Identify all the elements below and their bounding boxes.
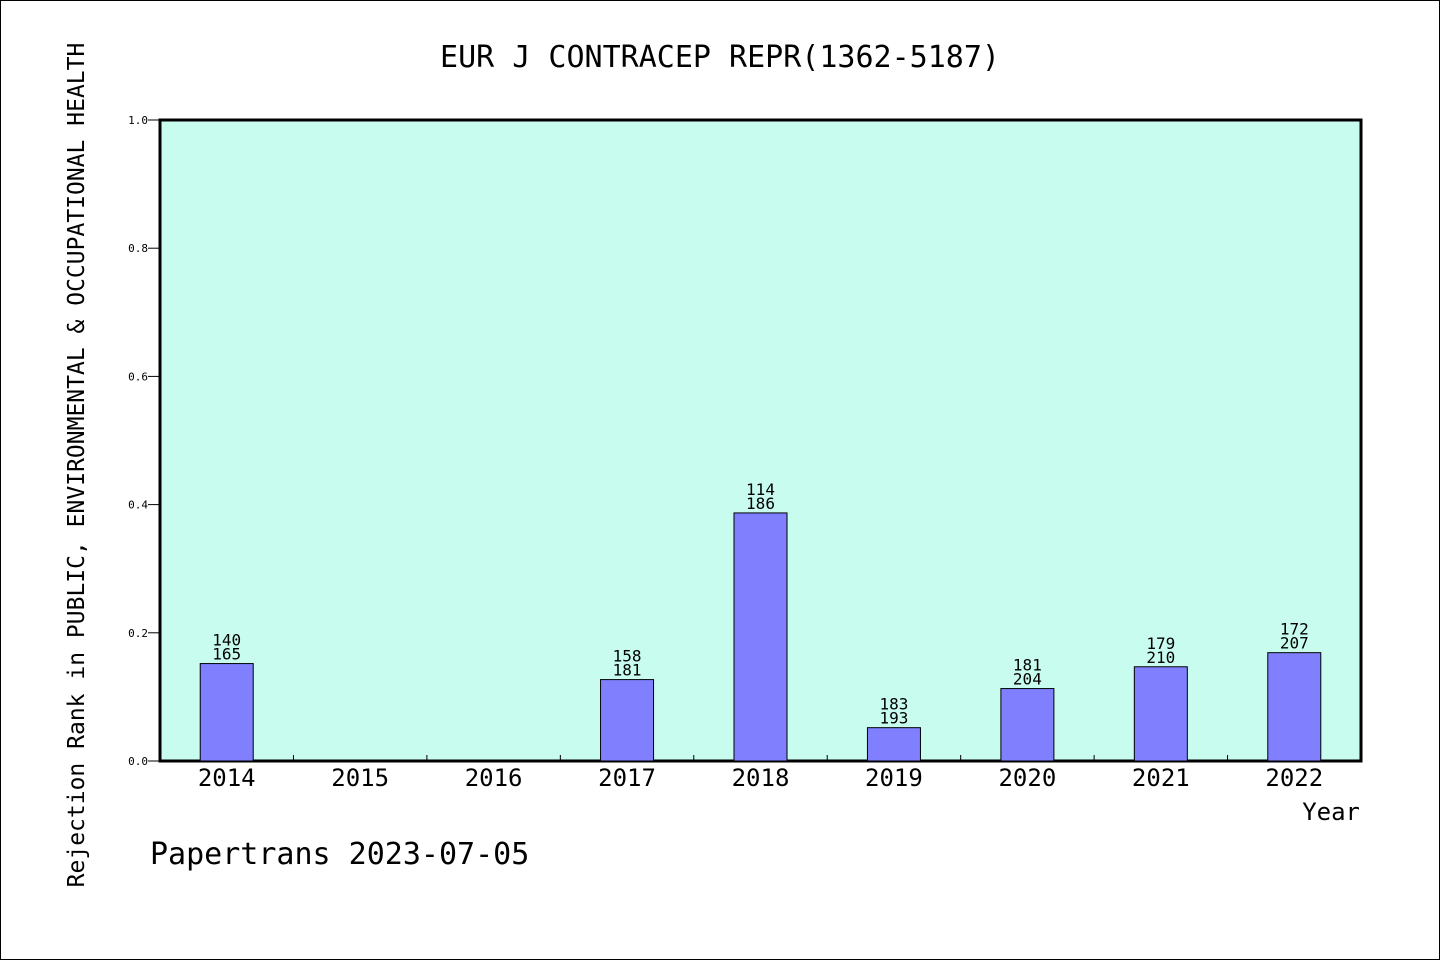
data-label-top: 114 [746, 480, 775, 499]
bar-2020 [1000, 688, 1055, 762]
y-tick-label: 0.4 [128, 499, 148, 512]
data-label-top: 183 [879, 695, 908, 714]
bar-2019 [866, 727, 921, 762]
y-tick-label: 0.0 [128, 755, 148, 768]
x-tick-label: 2015 [331, 764, 389, 792]
data-label-bottom: 186 [746, 494, 775, 513]
footer-credit: Papertrans 2023-07-05 [150, 837, 529, 872]
x-tick-label: 2018 [732, 764, 790, 792]
y-tick-label: 0.6 [128, 370, 148, 383]
bar-2018 [733, 512, 788, 762]
x-tick-label: 2021 [1132, 764, 1190, 792]
data-label-bottom: 165 [212, 645, 241, 664]
data-label-bottom: 181 [613, 661, 642, 680]
x-tick-label: 2017 [598, 764, 656, 792]
y-axis-label: Rejection Rank in PUBLIC, ENVIRONMENTAL … [64, 43, 90, 888]
x-tick-label: 2014 [198, 764, 256, 792]
x-tick-label: 2020 [998, 764, 1056, 792]
bar-2017 [600, 679, 655, 762]
y-axis: 0.0 0.2 0.4 0.6 0.8 1.0 [128, 114, 160, 768]
x-axis: 2014 2015 2016 2017 2018 2019 2020 2021 2022 [198, 755, 1323, 792]
bar-2022 [1267, 652, 1322, 762]
data-label-bottom: 210 [1146, 648, 1175, 667]
data-label-top: 179 [1146, 634, 1175, 653]
y-tick-label: 0.8 [128, 242, 148, 255]
x-tick-label: 2022 [1265, 764, 1323, 792]
chart-title: EUR J CONTRACEP REPR(1362-5187) [440, 40, 1000, 75]
y-tick-label: 0.2 [128, 627, 148, 640]
data-label-top: 172 [1280, 620, 1309, 639]
y-tick-label: 1.0 [128, 114, 148, 127]
x-axis-label: Year [1302, 798, 1360, 826]
data-label-top: 181 [1013, 656, 1042, 675]
x-tick-label: 2016 [465, 764, 523, 792]
data-label-bottom: 207 [1280, 634, 1309, 653]
x-tick-label: 2019 [865, 764, 923, 792]
data-label-top: 158 [613, 647, 642, 666]
bar-2021 [1133, 666, 1188, 762]
bar-2014 [199, 663, 254, 762]
data-label-bottom: 204 [1013, 670, 1042, 689]
data-label-top: 140 [212, 631, 241, 650]
data-label-bottom: 193 [879, 709, 908, 728]
